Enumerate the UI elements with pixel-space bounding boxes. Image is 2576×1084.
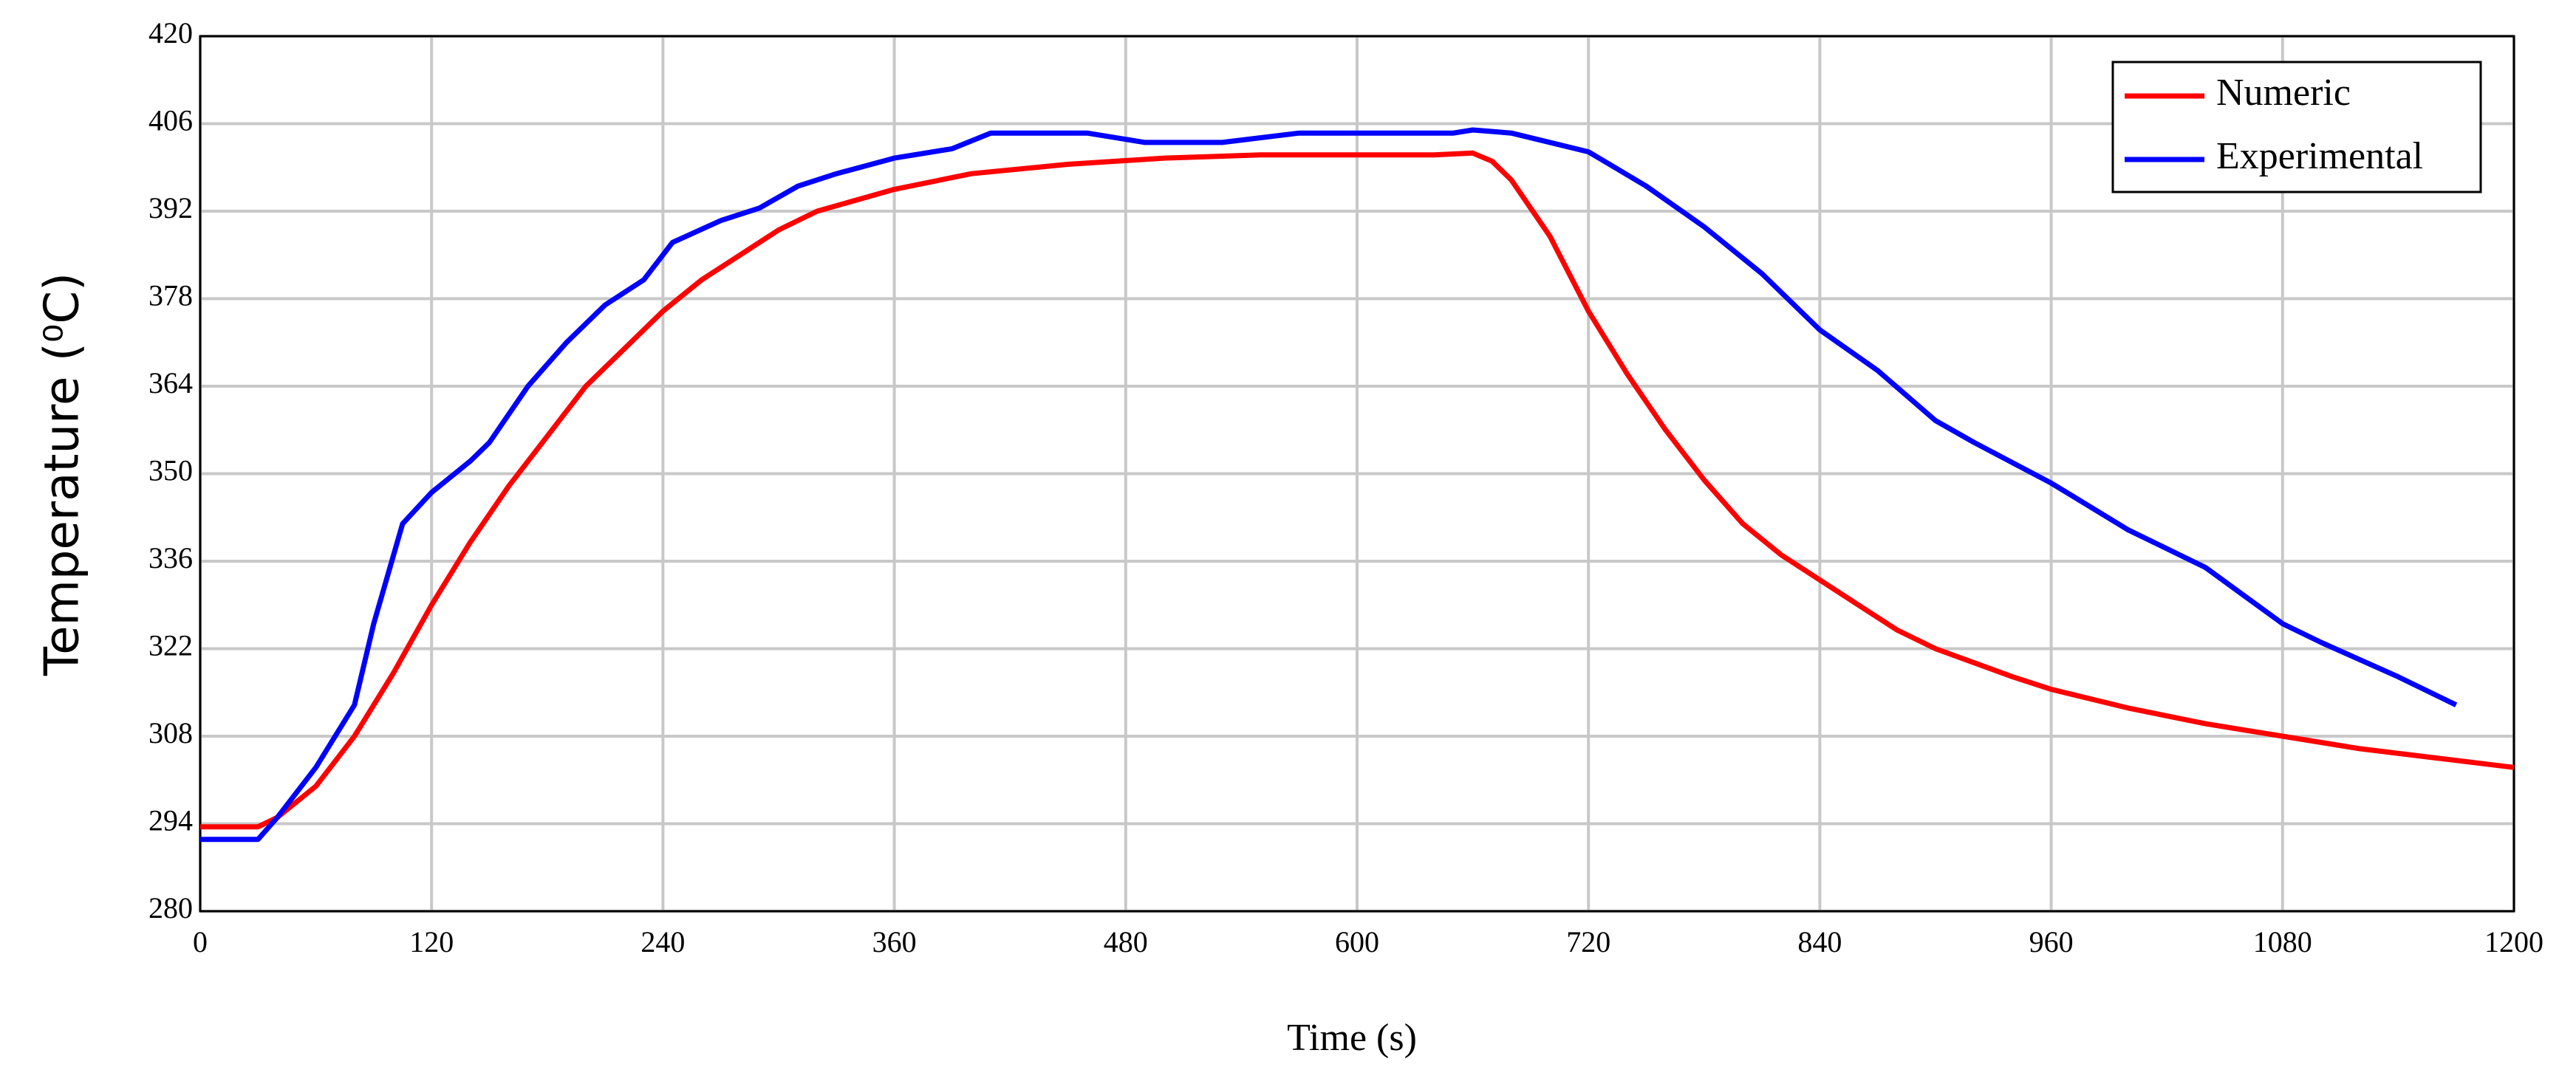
data-line: [200, 150, 2515, 830]
x-tick-label: 240: [640, 925, 685, 958]
data-line: [200, 127, 2458, 843]
x-tick-label: 720: [1566, 925, 1610, 958]
x-tick-label: 480: [1104, 925, 1148, 958]
y-tick-label: 378: [148, 279, 193, 312]
x-tick-label: 120: [409, 925, 454, 958]
y-tick-label: 280: [148, 891, 193, 925]
y-tick-label: 420: [148, 16, 193, 49]
x-tick-label: 0: [193, 925, 208, 958]
y-tick-label: 336: [148, 541, 193, 574]
y-axis-label: Temperature (⁰C): [35, 272, 90, 676]
y-tick-label: 364: [148, 366, 193, 399]
x-tick-label: 600: [1335, 925, 1379, 958]
x-tick-label: 1200: [2484, 925, 2543, 958]
y-tick-label: 294: [148, 804, 193, 837]
y-tick-label: 406: [148, 104, 193, 137]
legend-box: [2111, 61, 2482, 193]
x-tick-label: 1080: [2253, 925, 2312, 958]
y-tick-label: 350: [148, 454, 193, 487]
y-tick-label: 392: [148, 191, 193, 224]
x-tick-label: 960: [2029, 925, 2074, 958]
legend-label: Experimental: [2216, 135, 2423, 177]
x-tick-label: 840: [1797, 925, 1842, 958]
legend-label: Numeric: [2216, 72, 2351, 114]
x-tick-label: 360: [872, 925, 917, 958]
y-tick-label: 308: [148, 716, 193, 749]
plot-frame: [199, 35, 2515, 913]
y-tick-label: 322: [148, 629, 193, 662]
x-axis-label: Time (s): [1287, 1017, 1417, 1059]
